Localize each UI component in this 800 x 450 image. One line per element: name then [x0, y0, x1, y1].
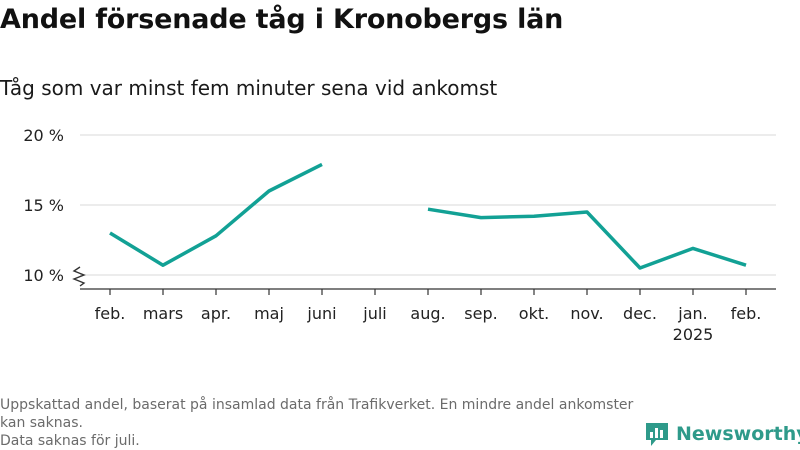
brand-name: Newsworthy	[676, 423, 800, 445]
series-line-segment-1	[427, 207, 747, 270]
y-tick-label-20: 20 %	[23, 126, 64, 145]
y-tick-label-10: 10 %	[23, 266, 64, 285]
x-tick-label-10: dec.	[623, 304, 657, 323]
x-tick-label-7: sep.	[464, 304, 497, 323]
x-tick-label-11: jan.	[677, 304, 707, 323]
series-line-segment-0	[109, 162, 323, 267]
footnote: Uppskattad andel, baserat på insamlad da…	[0, 396, 640, 450]
bar-chart-logo-icon	[646, 423, 668, 446]
x-tick-label-6: aug.	[410, 304, 445, 323]
x-tick-label-9: nov.	[570, 304, 603, 323]
x-tick-label-0: feb.	[95, 304, 126, 323]
x-tick-label-1: mars	[143, 304, 183, 323]
x-tick-label-2: apr.	[201, 304, 231, 323]
footnote-line-source: Uppskattad andel, baserat på insamlad da…	[0, 397, 634, 431]
newsworthy-logo: Newsworthy	[644, 420, 800, 448]
axis-break-icon	[72, 266, 86, 287]
y-tick-label-15: 15 %	[23, 196, 64, 215]
chart-title: Andel försenade tåg i Kronobergs län	[0, 4, 564, 35]
line-chart: 10 % 15 % 20 % feb. mars apr. maj juni juli aug. s…	[23, 126, 776, 344]
x-tick-label-12: feb.	[731, 304, 762, 323]
footnote-line-missing: Data saknas för juli.	[0, 433, 140, 449]
x-tick-label-4: juni	[306, 304, 336, 323]
x-tick-label-8: okt.	[519, 304, 549, 323]
x-tick-label-3: maj	[254, 304, 284, 323]
x-tick-label-5: juli	[362, 304, 386, 323]
x-year-label-11: 2025	[673, 325, 714, 344]
chart-subtitle: Tåg som var minst fem minuter sena vid a…	[0, 76, 498, 100]
